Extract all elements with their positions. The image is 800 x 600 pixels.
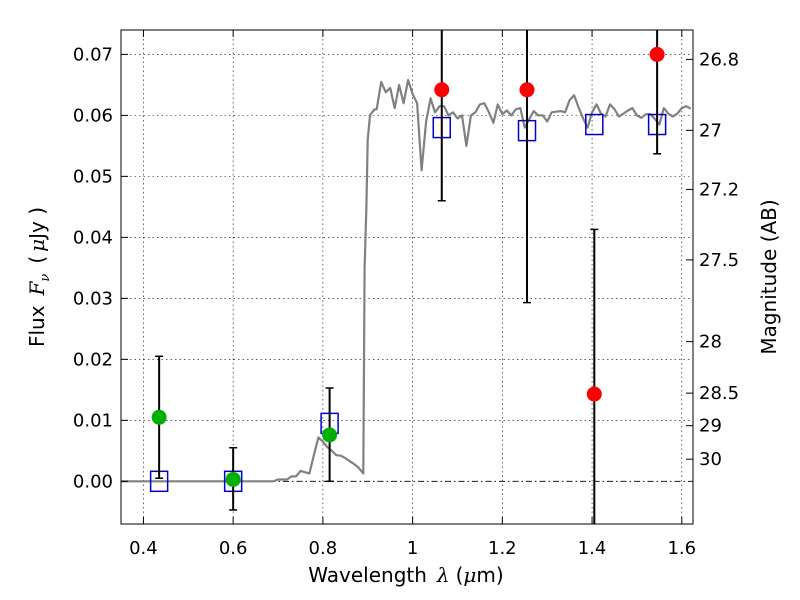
plot-area	[121, 30, 693, 524]
mag-tick-label: 27.5	[699, 250, 739, 271]
y-axis-label: FluxFν(μJy )	[25, 207, 53, 347]
x-tick-label: 1.4	[578, 538, 607, 559]
x-tick-label: 1	[407, 538, 418, 559]
ticks: 0.4 0.6 0.8 1 1.2 1.4 1.6 0.00 0.01 0.02 0.03 0.04 0…	[73, 30, 739, 559]
model-flux-square	[585, 113, 604, 136]
y-tick-label: 0.00	[73, 471, 113, 492]
y-tick-label: 0.04	[73, 227, 113, 248]
x-tick-label: 0.6	[219, 538, 248, 559]
observed-flux-green-point	[151, 409, 167, 425]
magnitude-axis-label: Magnitude (AB)	[757, 199, 781, 354]
x-tick-label: 0.4	[129, 538, 158, 559]
mag-tick-label: 27.2	[699, 179, 739, 200]
mag-tick-label: 26.8	[699, 49, 739, 70]
observed-flux-red-point	[519, 82, 535, 98]
y-tick-label: 0.05	[73, 166, 113, 187]
x-tick-label: 1.2	[488, 538, 517, 559]
y-tick-label: 0.03	[73, 288, 113, 309]
y-tick-label: 0.06	[73, 105, 113, 126]
mag-tick-label: 27	[699, 120, 722, 141]
mag-tick-label: 29	[699, 416, 722, 437]
observed-flux-red-point	[434, 82, 450, 98]
observed-flux-green-point	[225, 471, 241, 487]
axes-frame	[120, 29, 694, 525]
x-tick-label: 1.6	[667, 538, 696, 559]
model-spectrum-line	[121, 78, 692, 483]
observed-flux-red-point	[586, 386, 602, 402]
y-tick-label: 0.01	[73, 410, 113, 431]
mag-tick-label: 30	[699, 449, 722, 470]
y-tick-label: 0.07	[73, 44, 113, 65]
x-axis-label: Wavelength λ (μm)	[308, 563, 503, 587]
x-tick-label: 0.8	[309, 538, 338, 559]
observed-flux-red-point	[649, 46, 665, 62]
observed-flux-green-point	[322, 427, 338, 443]
mag-tick-label: 28.5	[699, 383, 739, 404]
y-tick-label: 0.02	[73, 349, 113, 370]
mag-tick-label: 28	[699, 332, 722, 353]
